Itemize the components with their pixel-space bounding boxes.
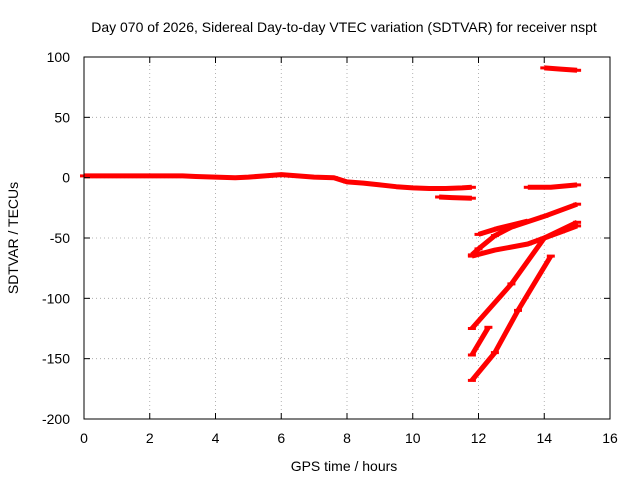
data-point	[467, 253, 476, 257]
tick-layer: 0 2 4 6 8 10 12 14 16 100 50 0 -50 -100 -150 -200	[42, 49, 618, 446]
data-point	[435, 195, 444, 199]
series-line-track-e	[469, 326, 491, 357]
data-point	[145, 174, 154, 178]
x-axis-label: GPS time / hours	[291, 458, 398, 474]
y-tick-label: 100	[47, 49, 71, 65]
y-tick-label: -200	[42, 411, 70, 427]
data-point	[540, 214, 549, 218]
data-point	[556, 67, 565, 71]
data-point	[494, 226, 503, 230]
data-point	[458, 186, 467, 190]
data-point	[244, 175, 253, 179]
y-tick-label: -50	[50, 230, 70, 246]
data-point	[441, 187, 450, 190]
data-point	[490, 248, 499, 252]
data-point	[507, 282, 516, 286]
data-point	[484, 325, 493, 329]
y-axis-label: SDTVAR / TECUs	[5, 182, 21, 294]
data-point	[277, 173, 286, 177]
data-point	[514, 308, 522, 312]
x-tick-label: 6	[277, 430, 285, 446]
data-point	[178, 174, 187, 178]
data-point	[425, 187, 434, 190]
data-point	[467, 353, 476, 357]
y-tick-label: 0	[62, 170, 70, 186]
x-tick-label: 16	[602, 430, 618, 446]
data-point	[191, 175, 200, 178]
data-point	[490, 234, 499, 238]
data-point	[546, 185, 555, 189]
data-point	[573, 220, 582, 224]
data-point	[343, 180, 351, 184]
data-point	[573, 202, 582, 206]
x-tick-label: 14	[536, 430, 552, 446]
x-tick-label: 4	[212, 430, 220, 446]
data-point	[310, 175, 319, 179]
data-point	[467, 196, 476, 200]
data-point	[467, 378, 476, 382]
grid-layer	[84, 57, 610, 419]
data-point	[408, 186, 417, 190]
data-point	[474, 247, 483, 251]
series-line-track-d	[470, 220, 579, 331]
data-point	[490, 351, 499, 355]
data-point	[467, 185, 476, 189]
x-tick-label: 8	[343, 430, 351, 446]
data-point	[211, 175, 220, 179]
data-point	[573, 183, 582, 187]
y-tick-label: -100	[42, 290, 70, 306]
data-point	[260, 174, 269, 178]
data-point	[573, 224, 582, 228]
x-tick-label: 2	[146, 430, 154, 446]
data-point	[540, 66, 549, 70]
data-point	[375, 183, 384, 187]
data-point	[523, 185, 532, 189]
data-point	[540, 236, 549, 240]
data-point	[474, 232, 483, 236]
data-point	[448, 196, 457, 200]
x-tick-label: 10	[405, 430, 421, 446]
data-point	[293, 174, 302, 178]
y-tick-label: -150	[42, 351, 70, 367]
y-tick-label: 50	[54, 109, 70, 125]
data-point	[329, 176, 338, 180]
x-tick-label: 0	[80, 430, 88, 446]
data-point	[392, 185, 401, 189]
x-tick-label: 12	[471, 430, 487, 446]
data-point	[467, 327, 476, 330]
data-point	[359, 181, 368, 185]
series-layer	[80, 65, 582, 382]
data-point	[231, 176, 240, 180]
chart-title: Day 070 of 2026, Sidereal Day-to-day VTE…	[91, 19, 597, 35]
series-line-track-main	[84, 172, 473, 191]
series-line-track-f	[469, 254, 553, 382]
data-point	[112, 174, 121, 178]
data-point	[523, 219, 532, 223]
data-point	[573, 68, 582, 72]
data-point	[523, 242, 532, 246]
data-point	[546, 254, 555, 258]
